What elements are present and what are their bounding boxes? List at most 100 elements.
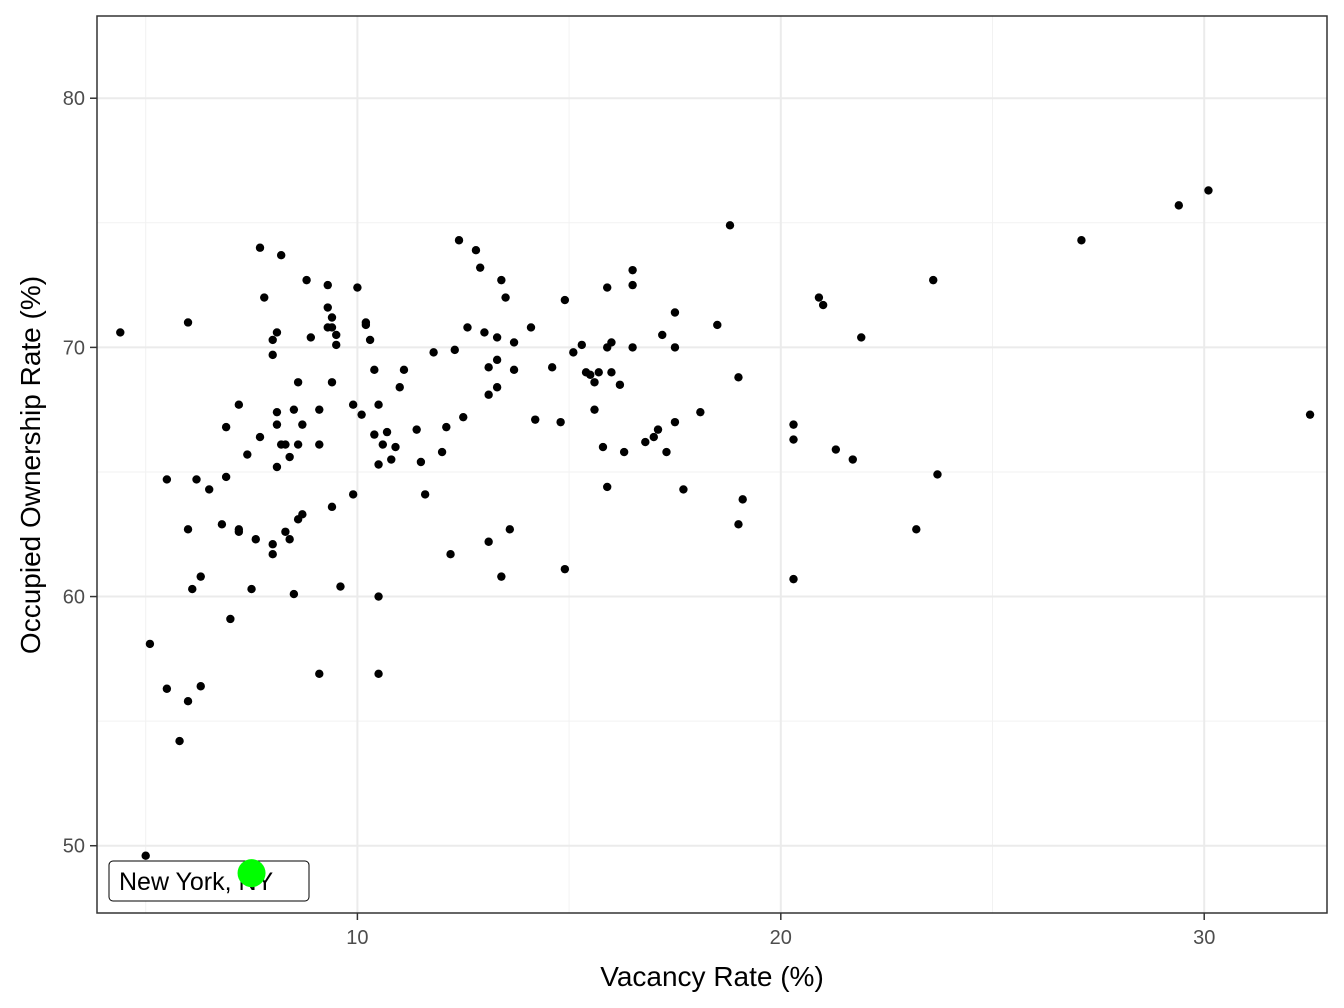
data-point (531, 415, 540, 424)
data-point (679, 485, 688, 494)
data-point (420, 490, 430, 499)
data-point (374, 460, 383, 469)
data-point (391, 442, 400, 452)
data-point (272, 328, 282, 337)
data-point (378, 440, 388, 449)
data-point (255, 432, 265, 442)
x-tick-label: 30 (1193, 927, 1215, 949)
data-point (412, 425, 421, 434)
data-point (560, 295, 570, 305)
data-point (437, 447, 447, 457)
data-point (399, 365, 409, 375)
data-point (196, 682, 205, 691)
data-point (670, 308, 680, 317)
data-point (285, 535, 294, 544)
data-point (243, 450, 252, 459)
data-point (315, 405, 324, 414)
data-point (293, 440, 303, 449)
y-axis-title: Occupied Ownership Rate (%) (15, 276, 46, 654)
data-point (268, 335, 277, 345)
data-point (912, 525, 921, 534)
highlight-point (237, 859, 266, 888)
data-point (463, 323, 472, 332)
data-point (221, 422, 231, 432)
data-point (615, 380, 625, 389)
data-point (484, 363, 493, 372)
data-point (205, 485, 214, 494)
data-point (281, 440, 290, 449)
data-point (734, 520, 743, 529)
panel-background (97, 16, 1327, 913)
data-point (298, 420, 307, 429)
data-point (628, 343, 637, 352)
data-point (789, 435, 798, 444)
data-point (603, 482, 612, 492)
data-point (361, 318, 371, 327)
data-point (272, 462, 282, 472)
data-point (509, 365, 519, 375)
data-point (492, 355, 502, 365)
data-point (929, 275, 938, 285)
data-point (247, 584, 256, 594)
data-point (484, 537, 493, 546)
x-axis-ticks: 10 20 30 (346, 913, 1215, 949)
data-point (598, 442, 608, 452)
data-point (395, 383, 404, 392)
data-point (560, 564, 570, 574)
y-tick-label: 60 (63, 587, 85, 609)
data-point (234, 400, 244, 409)
data-point (454, 236, 464, 245)
data-point (590, 405, 599, 414)
data-point (289, 589, 299, 599)
data-point (162, 684, 172, 693)
data-point (501, 293, 510, 302)
data-point (1305, 410, 1315, 419)
data-point (497, 572, 506, 581)
data-point (332, 340, 341, 350)
data-point (818, 300, 828, 310)
data-point (268, 550, 277, 559)
data-point (1077, 236, 1086, 245)
data-point (505, 525, 515, 534)
data-point (116, 328, 125, 337)
data-point (547, 363, 557, 372)
data-point (255, 243, 265, 252)
y-tick-label: 70 (63, 337, 85, 359)
data-point (268, 540, 277, 549)
data-point (260, 293, 269, 302)
data-point (183, 525, 193, 534)
data-point (332, 330, 341, 340)
data-point (734, 373, 743, 382)
data-point (281, 527, 290, 536)
data-point (141, 851, 150, 860)
data-point (569, 348, 578, 357)
data-point (848, 455, 857, 464)
data-point (933, 470, 942, 479)
data-point (370, 365, 379, 375)
data-point (272, 420, 282, 429)
data-point (653, 425, 663, 434)
data-point (484, 390, 493, 399)
data-point (619, 447, 629, 457)
data-point (1204, 186, 1213, 195)
data-point (298, 510, 307, 519)
x-axis-title: Vacancy Rate (%) (600, 961, 824, 992)
grid-minor (97, 16, 1327, 913)
data-point (353, 283, 362, 292)
data-point (577, 340, 587, 350)
data-point (315, 440, 324, 449)
data-point (603, 283, 612, 292)
data-point (814, 293, 824, 302)
data-point (327, 323, 337, 332)
data-point (459, 412, 468, 422)
data-point (357, 410, 366, 419)
data-point (327, 378, 337, 387)
data-point (374, 400, 383, 409)
panel-border (96, 15, 1328, 914)
data-point (857, 333, 866, 342)
data-point (196, 572, 205, 581)
data-point (251, 535, 260, 544)
data-point (276, 251, 286, 260)
data-point (336, 582, 345, 591)
